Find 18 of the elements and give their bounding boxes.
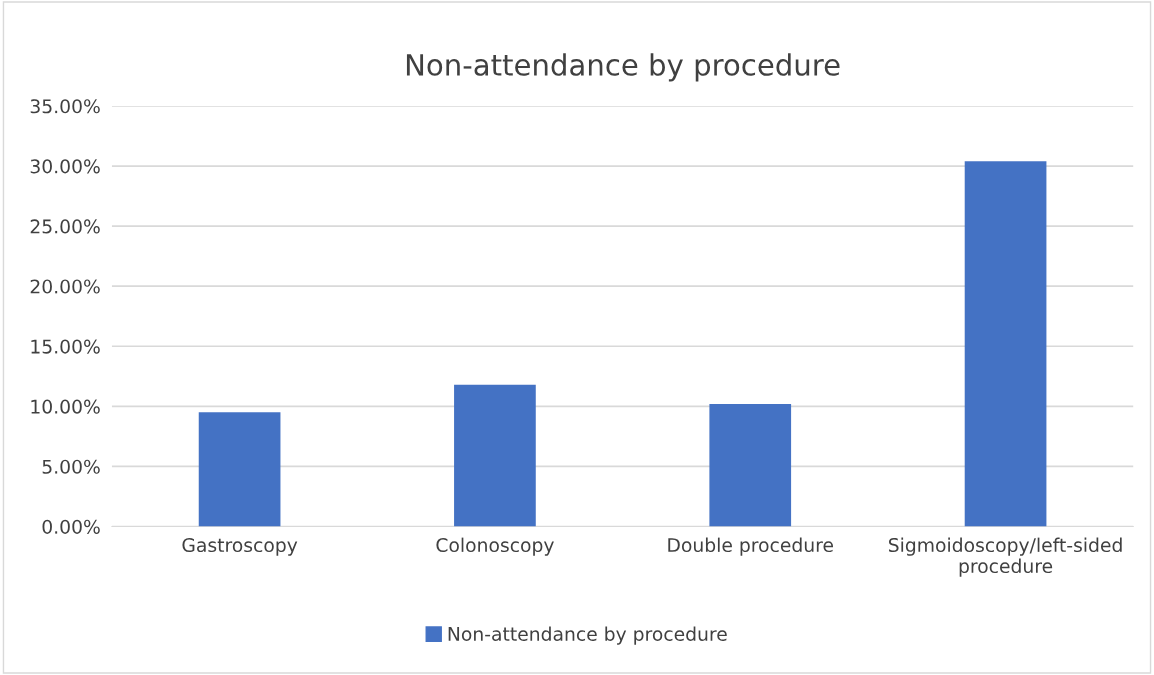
bar bbox=[454, 384, 536, 527]
y-tick-label: 5.00% bbox=[42, 459, 100, 474]
x-tick-label: Colonoscopy bbox=[436, 537, 554, 556]
bar bbox=[198, 412, 281, 527]
x-tick-label: Double procedure bbox=[668, 537, 833, 556]
y-tick-label: 25.00% bbox=[30, 219, 100, 234]
x-tick-label: Gastroscopy bbox=[182, 537, 298, 556]
y-tick-label: 20.00% bbox=[30, 279, 100, 294]
legend-label: Non-attendance by procedure bbox=[448, 626, 727, 645]
bar bbox=[964, 161, 1047, 527]
y-tick-label: 30.00% bbox=[30, 159, 100, 174]
y-tick-label: 15.00% bbox=[31, 339, 100, 354]
y-tick-label: 35.00% bbox=[30, 99, 100, 114]
y-tick-label: 0.00% bbox=[42, 519, 100, 534]
x-tick-label: Sigmoidoscopy/left-sided procedure bbox=[888, 537, 1122, 577]
bar bbox=[709, 403, 792, 527]
chart-title: Non-attendance by procedure bbox=[406, 53, 840, 82]
y-tick-label: 10.00% bbox=[31, 399, 100, 414]
